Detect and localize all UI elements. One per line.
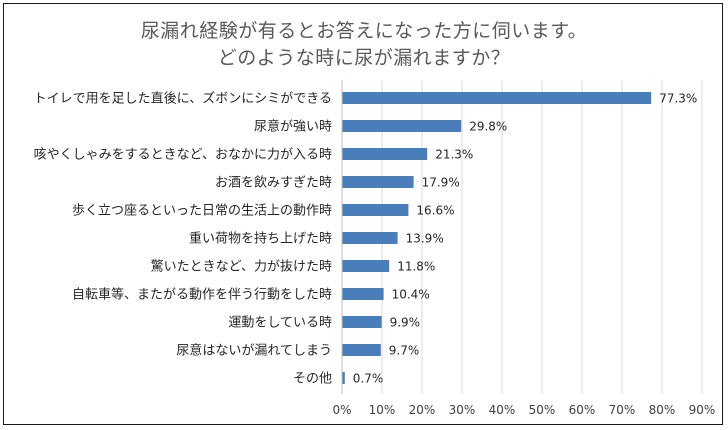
bar <box>342 148 428 160</box>
category-label: その他 <box>293 372 332 387</box>
bar <box>342 372 345 384</box>
x-tick-label: 80% <box>649 403 676 417</box>
value-label: 11.8% <box>397 260 435 274</box>
value-label: 17.9% <box>422 176 460 190</box>
value-label: 0.7% <box>353 372 384 386</box>
x-tick-label: 10% <box>369 403 396 417</box>
value-label: 21.3% <box>435 148 473 162</box>
category-label: 咳やくしゃみをするときなど、おなかに力が入る時 <box>34 148 332 163</box>
bar <box>342 344 381 356</box>
bar <box>342 260 390 272</box>
bar <box>342 204 409 216</box>
bar <box>342 120 462 132</box>
x-tick-label: 90% <box>689 403 716 417</box>
value-label: 9.7% <box>389 344 420 358</box>
x-tick-label: 30% <box>449 403 476 417</box>
x-tick-label: 70% <box>609 403 636 417</box>
category-label: 驚いたときなど、力が抜けた時 <box>151 259 332 275</box>
value-label: 16.6% <box>416 204 454 218</box>
chart-title-line-1: 尿漏れ経験が有るとお答えになった方に伺います。 <box>140 20 588 42</box>
value-label: 77.3% <box>659 92 697 106</box>
value-label: 29.8% <box>469 120 507 134</box>
x-tick-label: 0% <box>332 403 351 417</box>
value-label: 9.9% <box>390 316 421 330</box>
category-label: 重い荷物を持ち上げた時 <box>189 231 332 247</box>
x-tick-label: 20% <box>409 403 436 417</box>
x-tick-label: 60% <box>569 403 596 417</box>
x-tick-label: 50% <box>529 403 556 417</box>
category-label: 歩く立つ座るといった日常の生活上の動作時 <box>72 204 332 219</box>
bar <box>342 232 398 244</box>
category-label: トイレで用を足した直後に、ズボンにシミができる <box>34 91 332 107</box>
x-tick-label: 40% <box>489 403 516 417</box>
category-label: 尿意はないが漏れてしまう <box>176 343 332 359</box>
bar <box>342 288 384 300</box>
chart-title-line-2: どのような時に尿が漏れますか？ <box>217 47 511 69</box>
category-label: 運動をしている時 <box>228 316 332 331</box>
value-label: 13.9% <box>406 232 444 246</box>
category-label: お酒を飲みすぎた時 <box>215 175 332 191</box>
bar <box>342 176 414 188</box>
category-label: 尿意が強い時 <box>254 119 332 135</box>
bar <box>342 92 652 104</box>
bar <box>342 316 382 328</box>
value-label: 10.4% <box>392 288 430 302</box>
category-label: 自転車等、またがる動作を伴う行動をした時 <box>72 287 332 303</box>
